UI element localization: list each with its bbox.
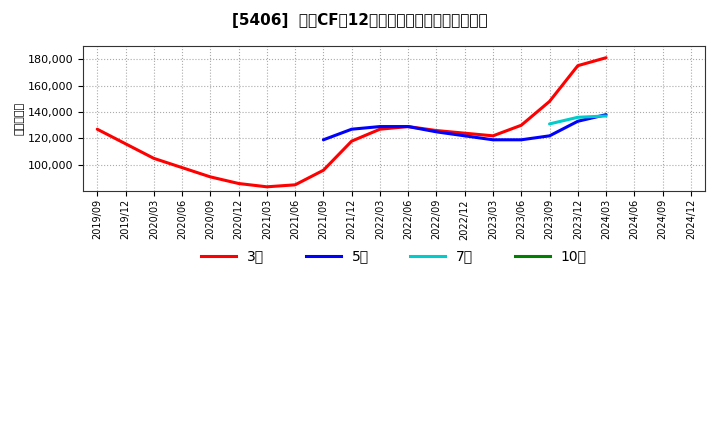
Line: 5年: 5年 bbox=[323, 115, 606, 140]
3年 bbox=[404, 124, 413, 129]
3年 bbox=[206, 174, 215, 180]
Text: [5406]  営業CFだ12か月移動合計の平均値の推移: [5406] 営業CFだ12か月移動合計の平均値の推移 bbox=[232, 13, 488, 28]
3年 bbox=[517, 123, 526, 128]
7年 bbox=[602, 114, 611, 119]
3年 bbox=[121, 141, 130, 147]
3年 bbox=[263, 184, 271, 190]
5年 bbox=[432, 129, 441, 135]
5年 bbox=[347, 127, 356, 132]
5年 bbox=[376, 124, 384, 129]
3年 bbox=[150, 156, 158, 161]
5年 bbox=[404, 124, 413, 129]
3年 bbox=[234, 181, 243, 186]
3年 bbox=[460, 131, 469, 136]
3年 bbox=[602, 55, 611, 60]
3年 bbox=[489, 133, 498, 139]
Line: 3年: 3年 bbox=[97, 58, 606, 187]
5年 bbox=[573, 119, 582, 124]
3年 bbox=[178, 165, 186, 170]
7年 bbox=[573, 115, 582, 120]
3年 bbox=[319, 168, 328, 173]
3年 bbox=[376, 127, 384, 132]
3年 bbox=[291, 182, 300, 187]
Legend: 3年, 5年, 7年, 10年: 3年, 5年, 7年, 10年 bbox=[196, 244, 593, 269]
7年 bbox=[545, 121, 554, 127]
3年 bbox=[573, 63, 582, 68]
3年 bbox=[545, 99, 554, 104]
Y-axis label: （百万円）: （百万円） bbox=[15, 102, 25, 135]
3年 bbox=[93, 127, 102, 132]
Line: 7年: 7年 bbox=[549, 116, 606, 124]
3年 bbox=[432, 128, 441, 133]
5年 bbox=[489, 137, 498, 143]
5年 bbox=[602, 112, 611, 117]
5年 bbox=[545, 133, 554, 139]
5年 bbox=[517, 137, 526, 143]
3年 bbox=[347, 139, 356, 144]
5年 bbox=[319, 137, 328, 143]
5年 bbox=[460, 133, 469, 139]
